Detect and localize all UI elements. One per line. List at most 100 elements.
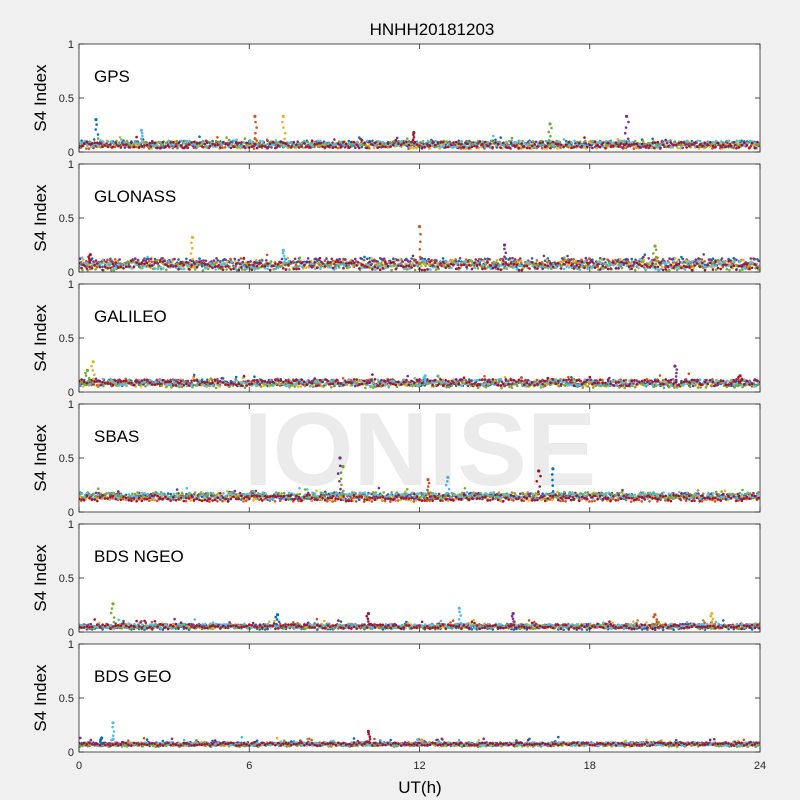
scatter-point <box>245 141 248 145</box>
scatter-point <box>338 257 341 261</box>
scatter-point <box>148 259 151 263</box>
scatter-point <box>415 261 419 264</box>
scatter-point <box>407 143 411 147</box>
scatter-point <box>736 384 739 388</box>
scatter-point <box>158 259 162 262</box>
scatter-point <box>756 266 759 270</box>
spike-point <box>281 251 285 255</box>
scatter-point <box>79 264 81 267</box>
scatter-point <box>235 138 238 142</box>
scatter-point <box>200 378 204 382</box>
scatter-point <box>299 385 303 388</box>
scatter-point <box>628 141 631 144</box>
scatter-point <box>649 260 652 264</box>
scatter-point <box>704 145 708 149</box>
scatter-point <box>481 267 484 271</box>
scatter-point <box>237 144 241 148</box>
scatter-point <box>604 139 608 143</box>
scatter-point <box>222 262 225 266</box>
scatter-point <box>494 141 497 144</box>
spike-point <box>283 260 286 263</box>
scatter-point <box>409 260 412 263</box>
scatter-point <box>185 257 188 261</box>
scatter-point <box>201 141 204 145</box>
scatter-point <box>586 267 589 271</box>
scatter-point <box>350 262 353 265</box>
scatter-point <box>96 141 99 144</box>
scatter-point <box>580 258 583 262</box>
scatter-point <box>145 261 149 265</box>
scatter-point <box>198 141 201 145</box>
scatter-point <box>652 146 656 150</box>
scatter-point <box>473 266 477 270</box>
scatter-point <box>344 262 348 265</box>
scatter-point <box>564 260 568 264</box>
scatter-point <box>677 262 681 266</box>
scatter-point <box>429 141 432 145</box>
scatter-point <box>458 257 462 260</box>
scatter-point <box>177 258 180 261</box>
scatter-point <box>132 265 136 269</box>
scatter-point <box>635 261 639 265</box>
scatter-point <box>431 144 435 147</box>
scatter-point <box>515 141 519 144</box>
scatter-point <box>110 260 113 263</box>
scatter-point <box>399 264 403 268</box>
scatter-point <box>596 263 599 266</box>
spike-point <box>94 118 98 122</box>
scatter-point <box>423 260 427 263</box>
scatter-point <box>651 137 654 141</box>
scatter-point <box>494 144 498 148</box>
scatter-point <box>421 140 424 143</box>
scatter-point <box>306 257 310 260</box>
scatter-point <box>638 143 642 146</box>
scatter-point <box>499 143 503 146</box>
y-tick-label: 0 <box>68 147 74 159</box>
scatter-point <box>248 263 251 267</box>
axes-background <box>79 284 760 392</box>
scatter-point <box>125 139 129 143</box>
scatter-point <box>402 141 406 145</box>
scatter-point <box>519 259 523 263</box>
scatter-point <box>680 266 683 270</box>
scatter-point <box>578 265 581 269</box>
scatter-point <box>363 265 366 268</box>
scatter-point <box>106 262 110 265</box>
scatter-point <box>488 264 492 267</box>
scatter-point <box>165 268 168 272</box>
scatter-point <box>159 267 163 271</box>
scatter-point <box>481 142 484 146</box>
scatter-point <box>518 263 521 267</box>
scatter-point <box>681 257 684 261</box>
scatter-point <box>688 260 691 264</box>
scatter-point <box>531 140 535 143</box>
scatter-point <box>617 264 621 268</box>
scatter-point <box>572 145 576 149</box>
scatter-point <box>505 140 508 144</box>
scatter-point <box>698 139 702 143</box>
scatter-point <box>130 259 133 263</box>
scatter-point <box>154 267 157 270</box>
axes-background <box>79 164 760 272</box>
scatter-point <box>598 268 602 271</box>
scatter-points <box>79 114 760 150</box>
scatter-point <box>115 383 118 387</box>
scatter-point <box>264 267 267 270</box>
scatter-point <box>86 144 89 147</box>
scatter-point <box>203 262 206 266</box>
scatter-point <box>633 142 636 146</box>
scatter-point <box>735 268 738 272</box>
scatter-point <box>552 262 555 266</box>
scatter-point <box>143 144 146 147</box>
scatter-point <box>415 143 419 146</box>
scatter-point <box>167 139 170 143</box>
scatter-point <box>240 145 244 148</box>
spike-point <box>624 126 628 129</box>
scatter-point <box>326 144 330 148</box>
scatter-point <box>183 139 186 143</box>
scatter-point <box>125 260 129 264</box>
scatter-point <box>519 376 523 379</box>
scatter-point <box>151 264 154 267</box>
spike-point <box>96 133 100 136</box>
